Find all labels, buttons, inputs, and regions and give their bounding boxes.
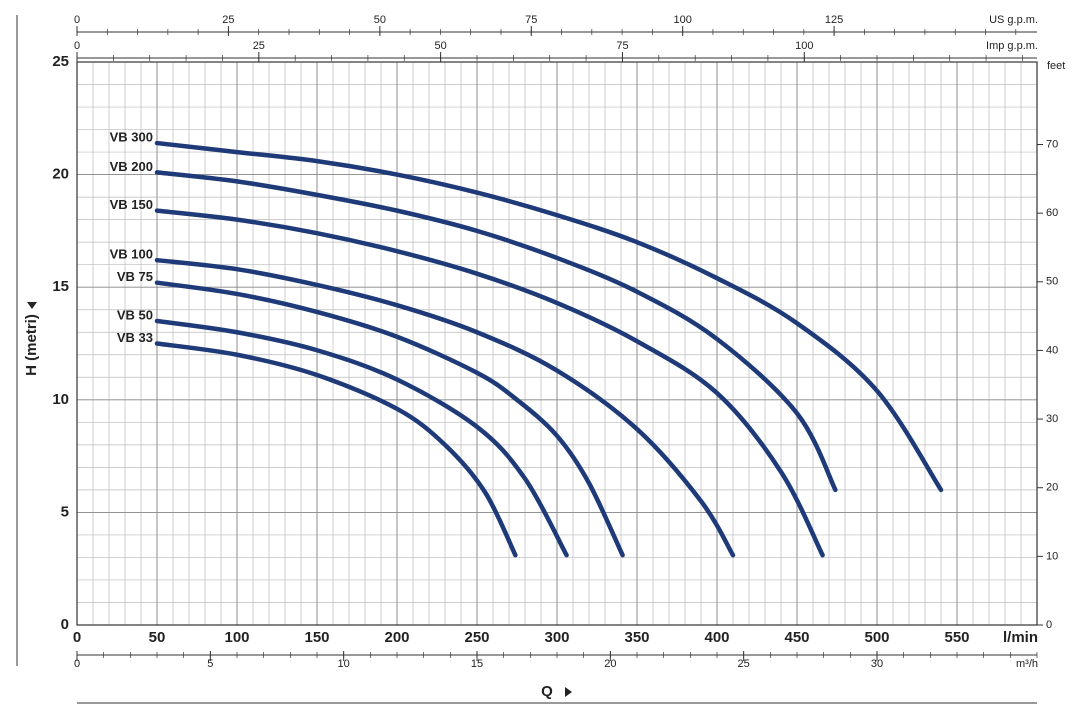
pump-curve <box>154 170 838 493</box>
top-axis-label: Imp g.p.m. <box>986 40 1038 52</box>
x-tick-label: 300 <box>544 629 569 646</box>
x-axis-unit: l/min <box>1003 629 1038 646</box>
x-tick-label: 100 <box>224 629 249 646</box>
top-tick-label: 0 <box>74 14 80 26</box>
x-tick-label: 550 <box>944 629 969 646</box>
y-tick-label: 0 <box>61 616 69 633</box>
x-axis-title: Q <box>541 683 553 700</box>
y-axis-title: H (metri) <box>23 314 40 376</box>
top-tick-label: 75 <box>616 40 628 52</box>
series-label: VB 75 <box>117 269 153 284</box>
bottom-tick-label: 15 <box>471 658 483 670</box>
top-tick-label: 25 <box>222 14 234 26</box>
pump-curve <box>154 140 944 493</box>
y-tick-label: 15 <box>52 278 69 295</box>
x-tick-label: 350 <box>624 629 649 646</box>
y2-tick-label: 40 <box>1046 344 1058 356</box>
series-label: VB 300 <box>110 130 153 145</box>
y2-tick-label: 70 <box>1046 138 1058 150</box>
top-tick-label: 25 <box>253 40 265 52</box>
series-label: VB 150 <box>110 197 153 212</box>
series-label: VB 33 <box>117 330 153 345</box>
pump-curve <box>154 280 625 558</box>
top-tick-label: 0 <box>74 40 80 52</box>
x-tick-label: 250 <box>464 629 489 646</box>
x-tick-label: 450 <box>784 629 809 646</box>
y-tick-label: 10 <box>52 391 69 408</box>
top-tick-label: 100 <box>795 40 813 52</box>
x-tick-label: 50 <box>149 629 166 646</box>
y2-tick-label: 30 <box>1046 413 1058 425</box>
x-tick-label: 0 <box>73 629 81 646</box>
bottom-tick-label: 5 <box>207 658 213 670</box>
bottom-axis-label: m³/h <box>1016 658 1038 670</box>
x-tick-label: 150 <box>304 629 329 646</box>
bottom-tick-label: 30 <box>871 658 883 670</box>
arrow-icon <box>27 302 37 309</box>
arrow-icon <box>565 687 572 697</box>
y2-tick-label: 50 <box>1046 276 1058 288</box>
x-tick-label: 400 <box>704 629 729 646</box>
top-tick-label: 75 <box>525 14 537 26</box>
top-axis-label: US g.p.m. <box>989 14 1038 26</box>
series-label: VB 100 <box>110 247 153 262</box>
pump-curve <box>154 318 569 558</box>
pump-curve <box>154 341 518 558</box>
top-tick-label: 50 <box>435 40 447 52</box>
y2-tick-label: 60 <box>1046 207 1058 219</box>
top-tick-label: 125 <box>825 14 843 26</box>
y-tick-label: 5 <box>61 503 69 520</box>
series-label: VB 200 <box>110 159 153 174</box>
y2-tick-label: 0 <box>1046 619 1052 631</box>
plot-frame <box>76 61 1038 626</box>
y2-tick-label: 20 <box>1046 482 1058 494</box>
pump-curve <box>154 257 736 558</box>
y2-axis-label: feet <box>1047 60 1065 72</box>
x-tick-label: 500 <box>864 629 889 646</box>
x-tick-label: 200 <box>384 629 409 646</box>
y-tick-label: 20 <box>52 166 69 183</box>
pump-curve <box>154 208 825 558</box>
bottom-tick-label: 0 <box>74 658 80 670</box>
series-label: VB 50 <box>117 307 153 322</box>
y2-tick-label: 10 <box>1046 550 1058 562</box>
bottom-tick-label: 25 <box>738 658 750 670</box>
bottom-tick-label: 20 <box>604 658 616 670</box>
top-tick-label: 50 <box>374 14 386 26</box>
top-tick-label: 100 <box>673 14 691 26</box>
y-tick-label: 25 <box>52 53 69 70</box>
bottom-tick-label: 10 <box>338 658 350 670</box>
